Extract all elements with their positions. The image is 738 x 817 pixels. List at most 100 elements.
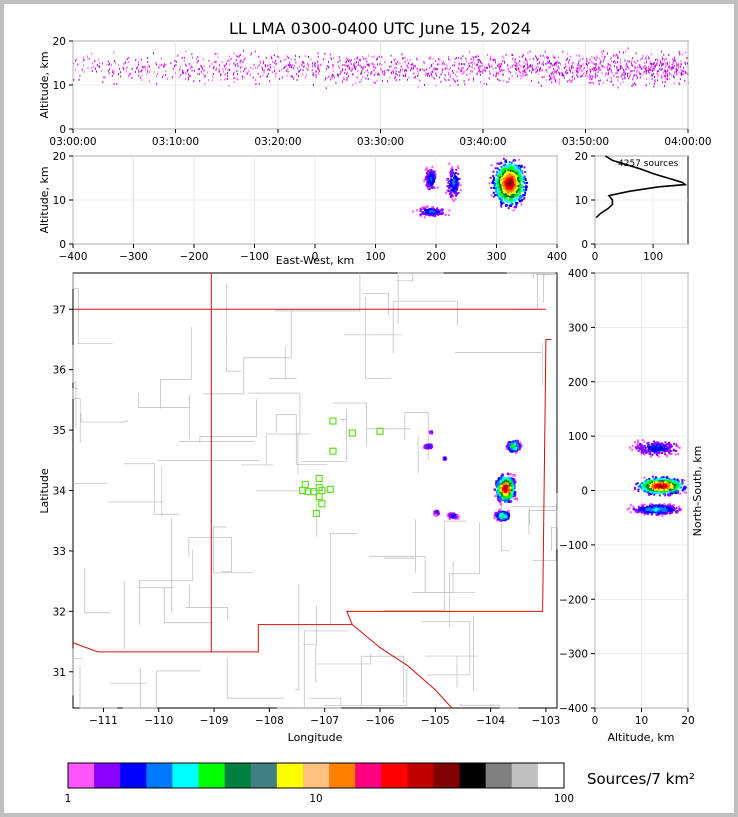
time-source-dot [348,67,350,70]
map-source-cell [518,441,522,445]
time-source-dot [496,72,498,75]
time-source-dot [400,65,402,68]
ns-source-cell [670,490,673,493]
ew-source-cell [450,174,453,177]
ew-source-cell [448,162,451,165]
ew-source-cell [424,205,427,208]
time-source-dot [550,65,552,68]
time-source-dot [423,83,425,86]
time-source-dot [661,56,663,59]
time-source-dot [122,66,124,69]
time-source-dot [537,66,539,69]
time-source-dot [285,69,287,72]
time-source-dot [346,73,348,76]
time-source-dot [314,62,316,65]
county-boundary [160,326,192,409]
time-source-dot [109,62,111,65]
time-source-dot [381,70,383,73]
time-source-dot [549,59,551,62]
time-source-dot [526,66,528,69]
ew-source-cell [495,184,498,187]
time-source-dot [550,73,552,76]
county-boundary [383,519,416,573]
map-source-cell [499,483,502,486]
time-source-dot [286,55,288,58]
ew-source-cell [512,195,515,198]
time-source-dot [329,53,331,56]
time-source-dot [657,79,659,82]
ew-source-cell [454,183,457,186]
ew-source-cell [491,180,494,183]
ew-source-cell [455,168,458,171]
time-source-dot [512,54,514,57]
ew-source-cell [498,178,501,181]
time-source-dot [368,63,370,66]
time-source-dot [384,60,386,63]
ew-source-cell [509,181,512,184]
time-source-dot [639,76,641,79]
time-source-dot [470,61,472,64]
time-source-dot [500,68,502,71]
time-source-dot [684,61,686,64]
time-source-dot [595,72,597,75]
time-source-dot [259,75,261,78]
time-source-dot [394,77,396,80]
time-source-dot [659,67,661,70]
ew-source-cell [518,169,521,172]
time-source-dot [474,62,476,65]
ew-source-cell [429,175,432,178]
ew-source-cell [521,184,524,187]
ew-source-cell [516,197,519,200]
time-source-dot [518,69,520,72]
county-boundary [330,532,358,626]
ew-source-cell [507,176,510,179]
time-source-dot [220,73,222,76]
time-source-dot [345,60,347,63]
ew-source-cell [455,188,458,191]
time-source-dot [406,64,408,67]
time-source-dot [599,63,601,66]
time-source-dot [541,63,543,66]
lma-station-marker [315,474,323,483]
time-source-dot [644,67,646,70]
ew-source-cell [508,173,511,176]
time-source-dot [236,73,238,76]
time-source-dot [283,67,285,70]
ew-source-cell [504,188,507,191]
time-source-dot [143,66,145,69]
ew-source-cell [512,209,515,212]
time-source-dot [510,71,512,74]
time-source-dot [273,65,275,68]
time-source-dot [665,64,667,67]
ew-source-cell [440,208,443,211]
county-boundary [269,345,297,379]
time-source-dot [657,59,659,62]
time-source-dot [671,66,673,69]
ew-source-cell [518,190,521,193]
time-source-dot [479,73,481,76]
time-source-dot [651,74,653,77]
ew-source-cell [499,197,502,200]
ew-source-cell [512,191,515,194]
time-source-dot [478,68,480,71]
time-source-dot [434,68,436,71]
time-source-dot [477,73,479,76]
time-source-dot [458,67,460,70]
international-border [352,624,453,709]
time-source-dot [683,70,685,73]
time-source-dot [312,73,314,76]
time-source-dot [619,61,621,64]
time-source-dot [645,66,647,69]
time-source-dot [670,66,672,69]
ew-source-cell [496,171,499,174]
map-source-cell [514,451,518,454]
time-source-dot [603,66,605,69]
time-source-dot [402,57,404,60]
map-source-cell [456,514,460,518]
ew-source-cell [522,198,525,201]
time-source-dot [594,76,596,79]
time-source-dot [412,67,414,70]
lma-station-marker [329,417,337,425]
time-source-dot [324,52,326,55]
time-source-dot [149,80,151,83]
